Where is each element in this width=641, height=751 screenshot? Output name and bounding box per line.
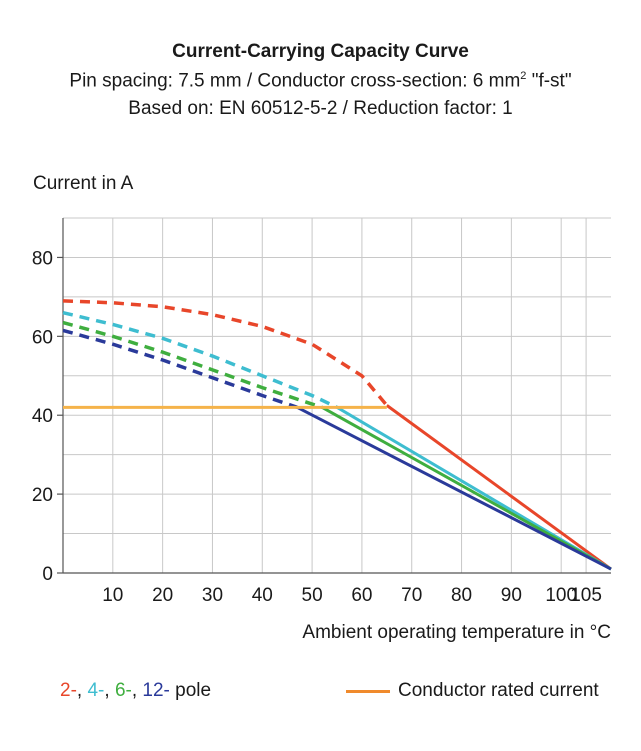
series-line [385,404,612,571]
x-tick-label: 105 [570,585,602,606]
x-tick-label: 100 [545,585,577,606]
rated-current-legend-label: Conductor rated current [398,680,599,701]
pole-legend-item: , [104,680,115,701]
series-line [296,405,612,571]
x-tick-label: 50 [302,585,323,606]
y-tick-label: 40 [32,406,53,427]
y-tick-label: 0 [42,564,53,585]
chart-title: Current-Carrying Capacity Curve [172,41,469,62]
chart-subtitle-1: Pin spacing: 7.5 mm / Conductor cross-se… [69,70,572,92]
y-tick-label: 80 [32,248,53,269]
pole-legend: 2-, 4-, 6-, 12- pole [60,680,211,702]
y-tick-label: 20 [32,485,53,506]
pole-legend-item: , [131,680,143,701]
pole-legend-item: 12- [142,680,170,701]
pole-legend-item: 4- [87,680,105,701]
x-tick-label: 80 [451,585,472,606]
series-line [321,406,612,571]
x-tick-label: 90 [501,585,522,606]
rated-current-legend-swatch [346,689,390,693]
series-line-dashed [62,310,338,409]
series-line-dashed [62,328,298,409]
x-axis-label: Ambient operating temperature in °C [302,622,611,643]
series-line-dashed [62,320,323,409]
x-tick-label: 20 [152,585,173,606]
rated-current-legend: Conductor rated current [346,680,599,702]
pole-legend-item: pole [169,680,212,701]
pole-legend-item: 2- [60,680,77,701]
pole-legend-item: 6- [114,680,132,701]
pole-legend-item: , [76,680,88,701]
y-axis-label: Current in A [33,173,134,194]
series-line-dashed [62,299,389,407]
x-tick-label: 30 [202,585,223,606]
chart-subtitle-2: Based on: EN 60512-5-2 / Reduction facto… [128,98,513,119]
y-tick-label: 60 [32,327,53,348]
x-tick-label: 60 [351,585,372,606]
x-tick-label: 40 [252,585,273,606]
x-tick-label: 70 [401,585,422,606]
x-tick-label: 10 [102,585,123,606]
